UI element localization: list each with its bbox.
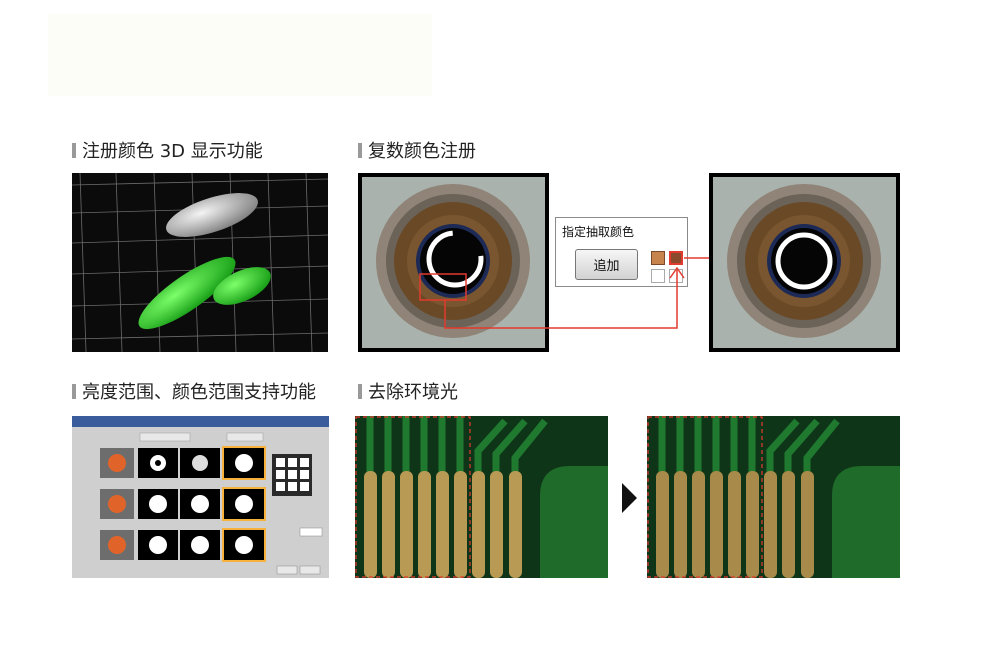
green-color-ellipsoid-small <box>213 267 271 305</box>
gray-color-ellipsoid <box>166 193 258 237</box>
pcb-image-before <box>355 416 608 578</box>
dialog-rows <box>100 446 266 562</box>
selection-box <box>419 273 467 301</box>
green-color-ellipsoid-large <box>138 256 236 330</box>
heading-text: 亮度范围、颜色范围支持功能 <box>82 382 316 403</box>
faint-top-band <box>48 14 432 96</box>
next-arrow-icon <box>622 483 637 513</box>
swatch-color-1[interactable] <box>651 251 665 265</box>
heading-range-support: 亮度范围、颜色范围支持功能 <box>72 382 316 404</box>
popup-title: 指定抽取颜色 <box>562 225 635 239</box>
heading-3d-display: 注册颜色 3D 显示功能 <box>72 141 263 163</box>
heading-marker <box>72 143 76 158</box>
range-settings-dialog <box>72 416 329 578</box>
swatch-empty-1[interactable] <box>651 269 665 283</box>
heading-text: 注册颜色 3D 显示功能 <box>82 141 263 162</box>
pcb-image-after <box>647 416 900 578</box>
ring-image-before <box>358 173 549 352</box>
heading-text: 复数颜色注册 <box>368 141 476 162</box>
heading-marker <box>358 384 362 399</box>
heading-ambient-removal: 去除环境光 <box>358 382 458 404</box>
add-button[interactable]: 追加 <box>575 249 638 280</box>
color-3d-view <box>72 173 328 352</box>
ring-image-after <box>709 173 900 352</box>
heading-marker <box>72 384 76 399</box>
swatch-color-2[interactable] <box>669 251 683 265</box>
heading-marker <box>358 143 362 158</box>
highlight-box <box>355 416 471 578</box>
heading-text: 去除环境光 <box>368 382 458 403</box>
highlight-box <box>647 416 763 578</box>
heading-multi-color: 复数颜色注册 <box>358 141 476 163</box>
